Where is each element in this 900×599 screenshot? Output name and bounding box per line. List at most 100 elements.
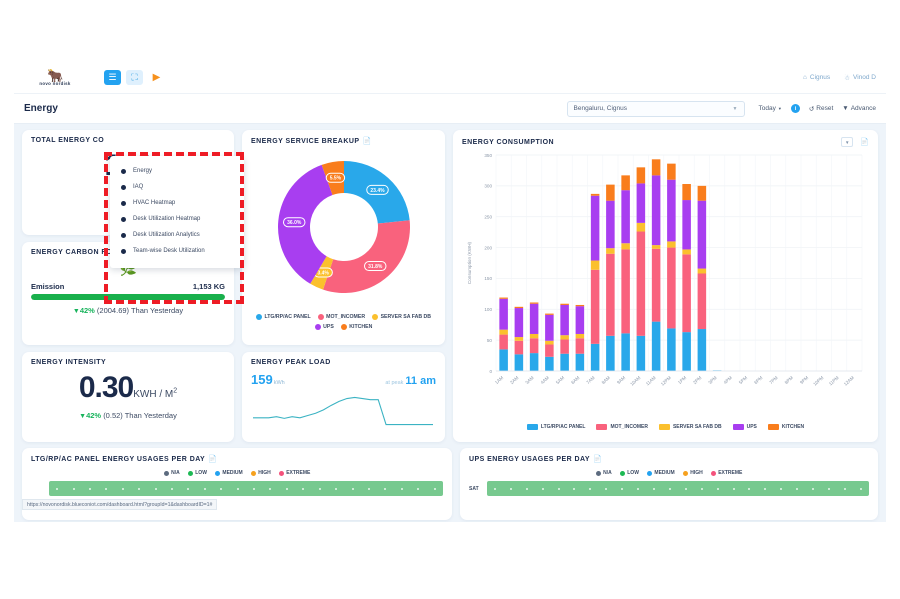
download-icon[interactable]: 📄 xyxy=(592,456,603,463)
heat-cell[interactable] xyxy=(253,487,256,490)
bar-segment[interactable] xyxy=(667,179,676,242)
heat-cell[interactable] xyxy=(525,487,528,490)
donut-slice-3[interactable] xyxy=(277,164,332,284)
bar-segment[interactable] xyxy=(499,334,508,350)
heat-cell[interactable] xyxy=(780,487,783,490)
heat-cell[interactable] xyxy=(72,487,75,490)
heat-cell[interactable] xyxy=(384,487,387,490)
heat-cell[interactable] xyxy=(56,487,59,490)
bar-segment[interactable] xyxy=(545,356,554,371)
bar-segment[interactable] xyxy=(697,200,707,269)
bar-segment[interactable] xyxy=(560,339,569,354)
bar-segment[interactable] xyxy=(697,268,707,274)
bar-segment[interactable] xyxy=(529,333,539,339)
bar-segment[interactable] xyxy=(575,306,585,334)
heat-cell[interactable] xyxy=(89,487,92,490)
bar-segment[interactable] xyxy=(606,200,615,249)
heat-legend-item[interactable]: LOW xyxy=(187,470,207,476)
donut-slice-1[interactable] xyxy=(322,220,410,293)
bar-segment[interactable] xyxy=(636,231,646,336)
bar-segment[interactable] xyxy=(667,328,676,371)
bar-segment[interactable] xyxy=(606,335,615,371)
heat-cell[interactable] xyxy=(203,487,206,490)
bar-segment[interactable] xyxy=(667,163,676,180)
heat-cell[interactable] xyxy=(417,487,420,490)
ups-heat-cells[interactable] xyxy=(487,481,869,496)
bar-segment[interactable] xyxy=(621,243,630,250)
bar-segment[interactable] xyxy=(682,249,691,255)
heat-cell[interactable] xyxy=(138,487,141,490)
heat-legend-item[interactable]: MEDIUM xyxy=(214,470,243,476)
bar-segment[interactable] xyxy=(545,344,554,357)
heat-cell[interactable] xyxy=(557,487,560,490)
org-selector[interactable]: ⌂ Cignus xyxy=(803,74,830,81)
bar-segment[interactable] xyxy=(514,354,524,371)
donut-legend-item[interactable]: SERVER SA FAB DB xyxy=(372,314,431,320)
bar-segment[interactable] xyxy=(575,353,585,371)
heat-cell[interactable] xyxy=(335,487,338,490)
heat-cell[interactable] xyxy=(367,487,370,490)
heat-cell[interactable] xyxy=(637,487,640,490)
grid-view-icon[interactable]: ⛶ xyxy=(126,70,143,85)
bar-segment[interactable] xyxy=(636,335,646,371)
heat-cell[interactable] xyxy=(187,487,190,490)
bar-segment[interactable] xyxy=(606,253,615,336)
menu-item-desk-utilization-heatmap[interactable]: Desk Utilization Heatmap xyxy=(110,211,244,227)
consumption-legend-item[interactable]: LTG/RP/AC PANEL xyxy=(526,424,585,430)
bar-segment[interactable] xyxy=(560,353,569,371)
download-icon[interactable]: 📄 xyxy=(208,456,218,463)
info-icon[interactable]: i xyxy=(790,104,800,113)
bar-segment[interactable] xyxy=(651,175,661,246)
heat-cell[interactable] xyxy=(843,487,846,490)
bar-segment[interactable] xyxy=(682,184,691,201)
heat-cell[interactable] xyxy=(812,487,815,490)
heat-cell[interactable] xyxy=(732,487,735,490)
consumption-legend-item[interactable]: KITCHEN xyxy=(767,424,804,430)
bar-segment[interactable] xyxy=(621,333,630,371)
consumption-legend-item[interactable]: SERVER SA FAB DB xyxy=(658,424,722,430)
heat-cell[interactable] xyxy=(859,487,862,490)
bar-segment[interactable] xyxy=(636,183,646,223)
bar-segment[interactable] xyxy=(545,313,554,315)
heat-cell[interactable] xyxy=(285,487,288,490)
heat-cell[interactable] xyxy=(433,487,436,490)
heat-cell[interactable] xyxy=(684,487,687,490)
bar-segment[interactable] xyxy=(499,329,508,335)
heat-cell[interactable] xyxy=(716,487,719,490)
heat-cell[interactable] xyxy=(764,487,767,490)
bar-segment[interactable] xyxy=(651,248,661,322)
bar-segment[interactable] xyxy=(682,254,691,333)
bar-segment[interactable] xyxy=(590,343,600,371)
heat-cell[interactable] xyxy=(351,487,354,490)
bar-segment[interactable] xyxy=(590,269,600,344)
heat-cell[interactable] xyxy=(236,487,239,490)
menu-item-team-wise-desk-utilization[interactable]: Team-wise Desk Utilization xyxy=(110,243,244,259)
bar-segment[interactable] xyxy=(560,304,569,336)
bar-segment[interactable] xyxy=(575,338,585,354)
heat-cell[interactable] xyxy=(605,487,608,490)
donut-legend-item[interactable]: MOT_INCOMER xyxy=(317,314,365,320)
heat-cell[interactable] xyxy=(621,487,624,490)
bar-segment[interactable] xyxy=(697,273,707,330)
bar-segment[interactable] xyxy=(606,184,615,201)
bar-segment[interactable] xyxy=(682,200,691,250)
bar-segment[interactable] xyxy=(529,302,539,304)
bar-segment[interactable] xyxy=(499,297,508,299)
user-menu[interactable]: ☃ Vinod D xyxy=(844,74,876,82)
bar-segment[interactable] xyxy=(590,260,600,270)
bar-segment[interactable] xyxy=(560,335,569,340)
heat-cell[interactable] xyxy=(796,487,799,490)
bar-segment[interactable] xyxy=(529,338,539,354)
video-view-icon[interactable]: ▶ xyxy=(152,72,161,83)
heat-cell[interactable] xyxy=(269,487,272,490)
bar-segment[interactable] xyxy=(636,222,646,232)
advance-button[interactable]: ▼ Advance xyxy=(842,105,876,112)
heat-cell[interactable] xyxy=(105,487,108,490)
bar-segment[interactable] xyxy=(575,304,585,307)
heat-cell[interactable] xyxy=(121,487,124,490)
heat-cell[interactable] xyxy=(154,487,157,490)
bar-segment[interactable] xyxy=(514,306,524,309)
list-view-icon[interactable]: ☰ xyxy=(104,70,121,85)
bar-segment[interactable] xyxy=(606,248,615,254)
bar-segment[interactable] xyxy=(621,190,630,244)
